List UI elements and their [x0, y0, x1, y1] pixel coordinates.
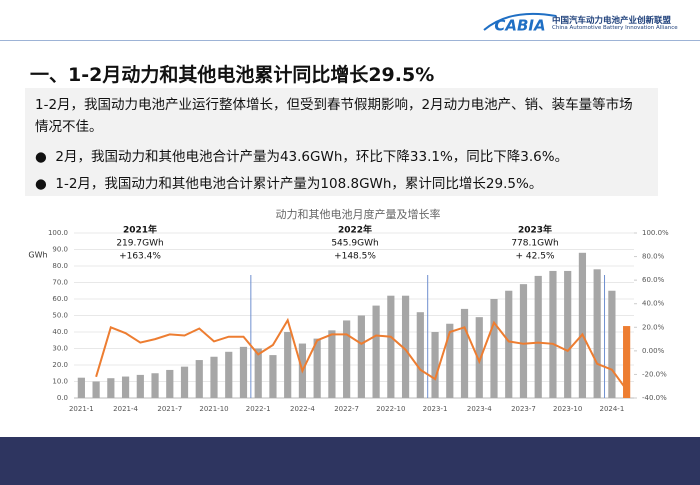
bar: [460, 308, 469, 398]
bar: [519, 284, 528, 398]
bar: [225, 351, 233, 398]
bullet: ● 1-2月，我国动力和其他电池合计累计产量为108.8GWh，累计同比增长29…: [35, 176, 543, 192]
bar: [490, 299, 498, 398]
y-tick-label: 10.0: [52, 378, 68, 386]
logo: CABIA: [483, 12, 557, 35]
bar: [136, 374, 144, 398]
bar: [505, 290, 513, 398]
x-tick-label: 2022-7: [334, 405, 359, 413]
y2-tick-label: -40.0%: [642, 394, 667, 402]
y-tick-label: 50.0: [52, 312, 68, 320]
bar: [534, 275, 542, 398]
y-tick-label: 90.0: [52, 246, 68, 254]
bar: [269, 355, 277, 398]
y2-tick-label: -20.0%: [642, 370, 667, 378]
bar: [151, 373, 159, 398]
y-tick-label: 80.0: [52, 262, 68, 270]
y2-tick-label: 40.0%: [642, 300, 665, 308]
bullet-text: 1-2月，我国动力和其他电池合计累计产量为108.8GWh，累计同比增长29.5…: [55, 176, 543, 192]
annotation: 2023年: [518, 224, 552, 236]
x-tick-label: 2023-1: [423, 405, 448, 413]
summary-box: 1-2月，我国动力电池产业运行整体增长，但受到春节假期影响，2月动力电池产、销、…: [25, 88, 658, 196]
x-tick-label: 2021-1: [69, 405, 94, 413]
y2-tick-label: 80.0%: [642, 253, 665, 261]
annotation: + 42.5%: [516, 252, 555, 262]
bar: [210, 356, 218, 398]
line: [95, 317, 628, 391]
y2-tick-label: 60.0%: [642, 276, 665, 284]
bar: [121, 376, 130, 398]
bar: [446, 323, 454, 398]
x-tick-label: 2022-10: [376, 405, 405, 413]
y2-tick-label: 100.0%: [642, 229, 669, 237]
bar: [387, 295, 395, 398]
annotation: 219.7GWh: [116, 239, 163, 249]
bar: [401, 295, 410, 398]
bar: [343, 320, 351, 398]
bar: [372, 305, 380, 398]
org-en: China Automotive Battery Innovation Alli…: [552, 25, 678, 31]
bar: [195, 360, 203, 398]
bar: [254, 348, 262, 398]
bar: [284, 332, 292, 398]
y2-tick-label: 0.00%: [642, 347, 665, 355]
bar: [564, 270, 572, 398]
x-tick-label: 2022-1: [246, 405, 271, 413]
y-tick-label: 40.0: [52, 328, 68, 336]
bar: [313, 338, 321, 398]
annotation: 2022年: [338, 224, 372, 236]
bar: [549, 270, 557, 398]
annotation: +148.5%: [334, 252, 376, 262]
bar: [431, 332, 439, 398]
x-tick-label: 2024-1: [599, 405, 624, 413]
bar: [578, 252, 587, 398]
bullet-text: 2月，我国动力和其他电池合计产量为43.6GWh，环比下降33.1%，同比下降3…: [55, 149, 569, 165]
x-tick-label: 2021-10: [199, 405, 228, 413]
y-tick-label: 30.0: [52, 345, 68, 353]
bar: [92, 381, 100, 398]
bar: [475, 317, 483, 398]
header-rule: [0, 40, 700, 41]
bar: [239, 346, 248, 398]
bar: [107, 378, 115, 398]
y-tick-label: 0.0: [57, 394, 68, 402]
annotation: +163.4%: [119, 252, 161, 262]
annotation: 2021年: [123, 224, 157, 236]
y-tick-label: 60.0: [52, 295, 68, 303]
chart-title: 动力和其他电池月度产量及增长率: [276, 207, 441, 221]
footer-bar: [0, 437, 700, 485]
x-tick-label: 2023-4: [467, 405, 492, 413]
annotation: 778.1GWh: [511, 239, 558, 249]
x-tick-label: 2023-10: [553, 405, 582, 413]
bar: [623, 326, 631, 398]
annotation: 545.9GWh: [331, 239, 378, 249]
y-axis-label: GWh: [28, 251, 47, 260]
y-tick-label: 20.0: [52, 361, 68, 369]
bullet: ● 2月，我国动力和其他电池合计产量为43.6GWh，环比下降33.1%，同比下…: [35, 149, 569, 165]
y-tick-label: 100.0: [48, 229, 68, 237]
x-tick-label: 2022-4: [290, 405, 315, 413]
y-tick-label: 70.0: [52, 279, 68, 287]
bar: [180, 366, 189, 398]
logo-text: CABIA: [494, 17, 545, 35]
chart: 动力和其他电池月度产量及增长率 GWh 0.0 10.0 20.0 30.0 40.0 5…: [28, 207, 669, 413]
bar: [77, 377, 85, 398]
y2-tick-label: 20.0%: [642, 323, 665, 331]
bar: [593, 269, 601, 398]
bar: [416, 312, 424, 398]
x-tick-label: 2021-7: [157, 405, 182, 413]
summary-paragraph: 1-2月，我国动力电池产业运行整体增长，但受到春节假期影响，2月动力电池产、销、…: [35, 97, 633, 135]
bar: [357, 315, 365, 398]
bar: [166, 369, 174, 398]
x-tick-label: 2023-7: [511, 405, 536, 413]
x-tick-label: 2021-4: [113, 405, 138, 413]
bar: [608, 290, 616, 398]
bar: [328, 330, 336, 398]
org-cn: 中国汽车动力电池产业创新联盟: [552, 16, 672, 26]
slide-title: 一、1-2月动力和其他电池累计同比增长29.5%: [30, 64, 435, 86]
